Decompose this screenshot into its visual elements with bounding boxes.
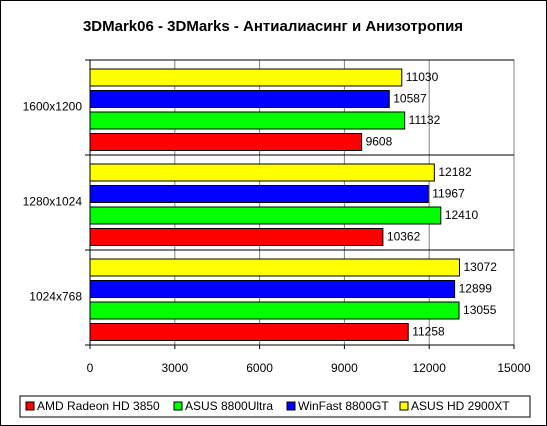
bar bbox=[89, 68, 403, 87]
bar bbox=[89, 301, 460, 320]
legend-swatch bbox=[286, 401, 296, 411]
y-tick-label: 1024x768 bbox=[29, 290, 82, 304]
value-label: 12182 bbox=[438, 165, 472, 179]
bar bbox=[89, 111, 406, 130]
value-label: 13055 bbox=[463, 303, 497, 317]
bar bbox=[89, 206, 442, 225]
legend-swatch bbox=[25, 401, 35, 411]
value-label: 10362 bbox=[387, 230, 421, 244]
value-label: 10587 bbox=[393, 92, 427, 106]
bar bbox=[89, 228, 384, 246]
value-label: 9608 bbox=[366, 135, 393, 149]
bar bbox=[89, 280, 456, 298]
x-tick-label: 15000 bbox=[497, 361, 531, 375]
legend-label: WinFast 8800GT bbox=[298, 399, 389, 413]
legend-label: AMD Radeon HD 3850 bbox=[37, 399, 160, 413]
x-tick-label: 0 bbox=[87, 361, 94, 375]
x-tick-label: 12000 bbox=[413, 361, 447, 375]
bar bbox=[89, 133, 363, 151]
x-tick-label: 3000 bbox=[161, 361, 188, 375]
legend-label: ASUS 8800Ultra bbox=[185, 399, 273, 413]
chart-title: 3DMark06 - 3DMarks - Антиалиасинг и Аниз… bbox=[83, 18, 463, 35]
value-label: 11258 bbox=[412, 325, 445, 339]
value-label: 12899 bbox=[459, 282, 493, 296]
value-label: 11030 bbox=[406, 70, 439, 84]
bar bbox=[89, 185, 429, 203]
legend-label: ASUS HD 2900XT bbox=[411, 399, 510, 413]
value-label: 11132 bbox=[409, 113, 441, 127]
bar bbox=[89, 90, 390, 108]
value-label: 12410 bbox=[445, 208, 479, 222]
x-tick-label: 9000 bbox=[331, 361, 358, 375]
legend-swatch bbox=[399, 401, 409, 411]
bar bbox=[89, 258, 461, 277]
value-label: 11967 bbox=[432, 187, 465, 201]
legend-box bbox=[19, 395, 531, 418]
y-tick-label: 1600x1200 bbox=[23, 100, 83, 114]
bar bbox=[89, 323, 409, 341]
legend-swatch bbox=[173, 401, 183, 411]
bar bbox=[89, 163, 435, 182]
x-tick-label: 6000 bbox=[246, 361, 273, 375]
y-tick-label: 1280x1024 bbox=[23, 195, 83, 209]
value-label: 13072 bbox=[464, 260, 498, 274]
